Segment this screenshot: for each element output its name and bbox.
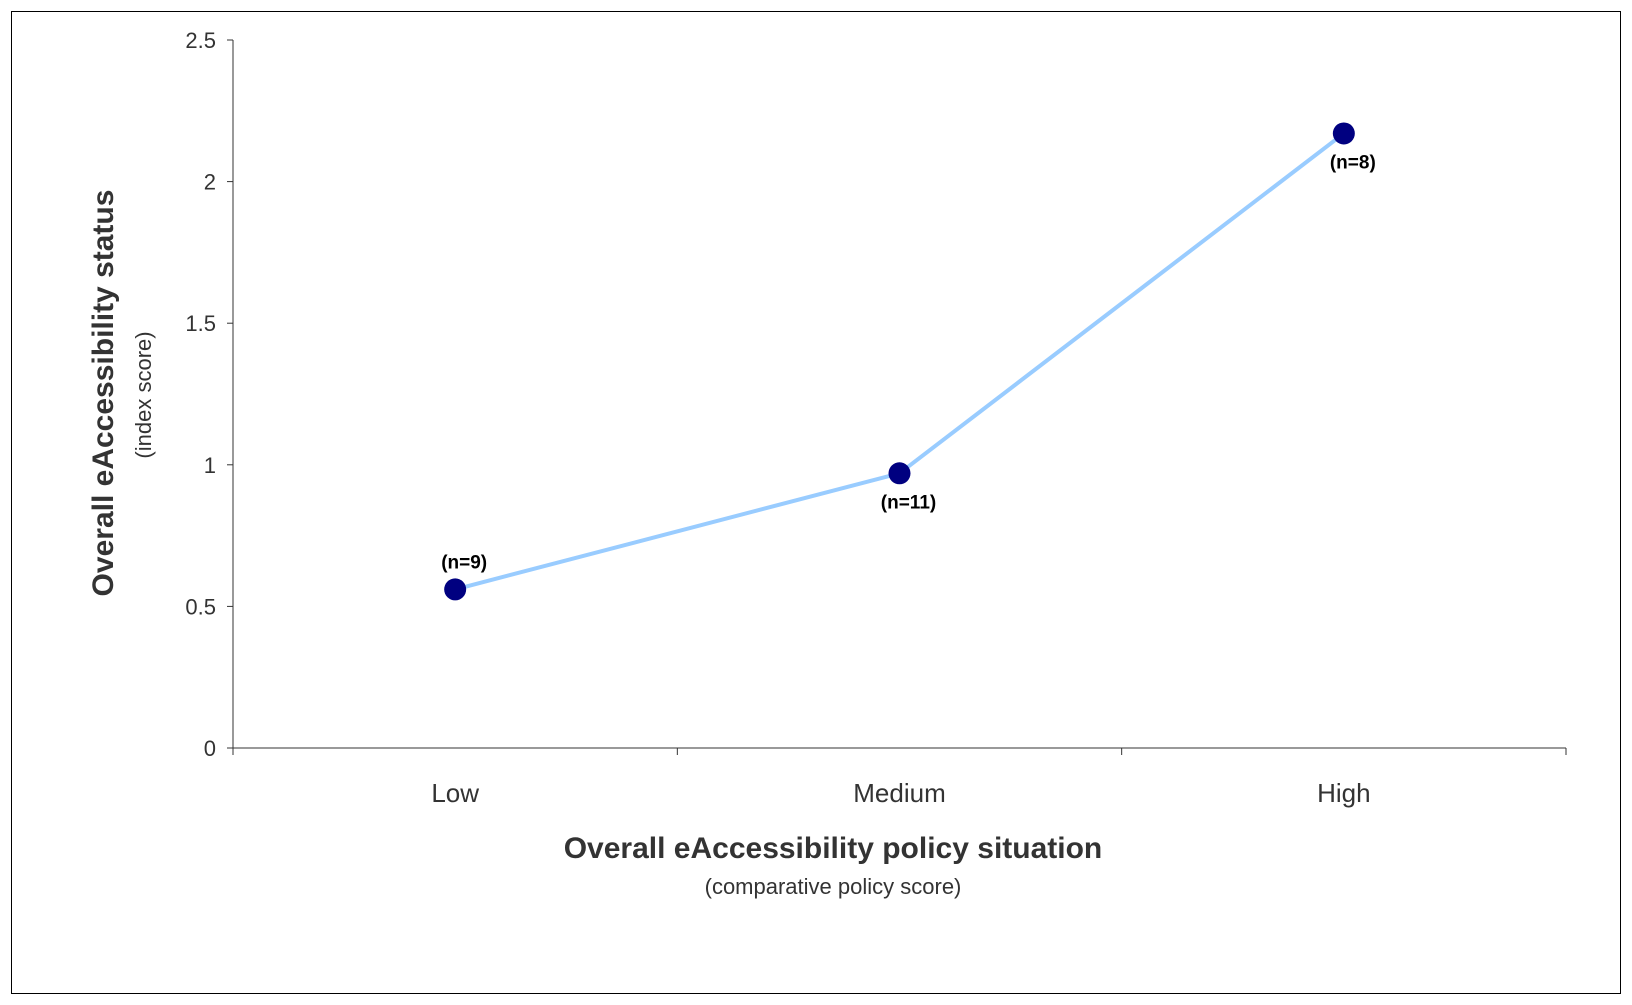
y-tick-label: 2.5: [185, 28, 216, 53]
data-point: [444, 578, 467, 601]
x-axis-subtitle: (comparative policy score): [705, 874, 962, 899]
data-label: (n=11): [881, 492, 936, 513]
series-line: [454, 131, 1346, 592]
y-tick-label: 0: [204, 736, 216, 761]
data-point: [888, 462, 911, 485]
data-label: (n=9): [441, 552, 487, 573]
y-tick-label: 2: [204, 170, 216, 195]
x-tick-label: Low: [431, 778, 479, 808]
x-axis-title: Overall eAccessibility policy situation: [564, 832, 1103, 865]
x-tick-label: High: [1317, 778, 1370, 808]
x-tick-label: Medium: [853, 778, 945, 808]
data-label: (n=8): [1330, 152, 1376, 173]
y-axis-subtitle: (index score): [131, 331, 156, 458]
y-tick-label: 1.5: [185, 311, 216, 336]
chart-frame: [11, 11, 1621, 994]
y-axis-title: Overall eAccessibility status: [87, 190, 120, 597]
chart-marks: (n=9) (n=11) (n=8): [441, 122, 1376, 601]
y-tick-label: 0.5: [185, 594, 216, 619]
y-tick-label: 1: [204, 453, 216, 478]
data-point: [1332, 122, 1355, 145]
axes: 0 0.5 1 1.5 2 2.5 Low Medium High: [185, 28, 1567, 808]
